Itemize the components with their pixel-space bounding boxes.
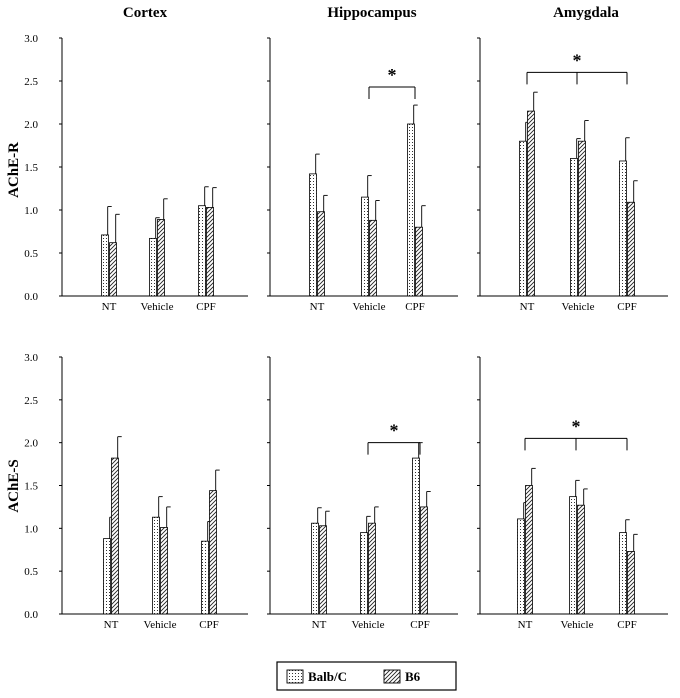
x-tick-label-vehicle: Vehicle	[352, 619, 385, 631]
bar-balb-c-nt	[311, 522, 319, 615]
y-tick-label: 2.0	[24, 438, 38, 450]
x-tick-label-cpf: CPF	[617, 619, 637, 631]
y-tick-label: 0.0	[24, 291, 38, 303]
bar-balb-c-vehicle	[569, 496, 577, 615]
y-tick-label: 2.5	[24, 395, 38, 407]
bar-b6-cpf	[420, 506, 428, 615]
bar-balb-c-cpf	[619, 532, 627, 615]
x-tick-label-cpf: CPF	[410, 619, 430, 631]
panel-cortex-ache-r: 0.0 0.5 1.0 1.5 2.0 2.5 3.0 NT Vehicle CPF	[24, 33, 248, 313]
row-label-ache-s: AChE-S	[6, 459, 22, 512]
panel-hippocampus-ache-r: NT Vehicle CPF *	[267, 37, 458, 313]
bar-b6-nt	[527, 110, 535, 297]
panel-hippocampus-ache-s: NT Vehicle CPF *	[267, 356, 458, 631]
bar-b6-cpf	[627, 201, 635, 297]
y-tick-label: 3.0	[24, 33, 38, 45]
y-tick-label: 3.0	[24, 352, 38, 364]
significance-asterisk: *	[573, 50, 582, 70]
significance-asterisk: *	[388, 65, 397, 85]
bar-b6-vehicle	[369, 219, 377, 297]
y-tick-label: 0.0	[24, 609, 38, 621]
legend-box	[276, 661, 457, 691]
bar-b6-nt	[111, 457, 119, 615]
column-title-cortex: Cortex	[123, 5, 168, 21]
x-tick-label-vehicle: Vehicle	[144, 619, 177, 631]
bar-balb-c-vehicle	[570, 157, 578, 297]
x-tick-label-nt: NT	[312, 619, 327, 631]
x-tick-label-cpf: CPF	[196, 301, 216, 313]
bar-b6-nt	[525, 485, 533, 615]
panel-amygdala-ache-s: NT Vehicle CPF *	[477, 356, 668, 631]
bar-balb-c-cpf	[198, 205, 206, 297]
significance-asterisk: *	[572, 416, 581, 436]
bar-balb-c-vehicle	[152, 516, 160, 615]
bar-b6-nt	[317, 211, 325, 297]
x-tick-label-nt: NT	[520, 301, 535, 313]
y-tick-label: 0.5	[24, 248, 38, 260]
bar-b6-vehicle	[157, 219, 165, 297]
x-tick-label-cpf: CPF	[617, 301, 637, 313]
x-tick-label-cpf: CPF	[405, 301, 425, 313]
bar-b6-cpf	[209, 490, 217, 615]
x-tick-label-vehicle: Vehicle	[353, 301, 386, 313]
bar-b6-vehicle	[160, 527, 168, 615]
legend: Balb/C B6	[276, 661, 457, 691]
x-tick-label-nt: NT	[518, 619, 533, 631]
bar-b6-vehicle	[578, 140, 586, 297]
y-tick-label: 0.5	[24, 566, 38, 578]
y-tick-label: 1.5	[24, 481, 38, 493]
bar-b6-vehicle	[368, 522, 376, 615]
y-tick-label: 1.0	[24, 205, 38, 217]
x-tick-label-cpf: CPF	[199, 619, 219, 631]
bar-balb-c-cpf	[407, 123, 415, 297]
bar-balb-c-nt	[103, 538, 111, 615]
x-tick-label-nt: NT	[310, 301, 325, 313]
bar-balb-c-nt	[517, 518, 525, 615]
bar-balb-c-cpf	[619, 160, 627, 297]
bar-balb-c-nt	[519, 140, 527, 297]
y-tick-label: 1.0	[24, 523, 38, 535]
bar-b6-cpf	[415, 226, 423, 297]
legend-label-balb-c: Balb/C	[308, 669, 347, 684]
bar-balb-c-cpf	[201, 540, 209, 615]
x-tick-label-nt: NT	[104, 619, 119, 631]
x-tick-label-vehicle: Vehicle	[561, 619, 594, 631]
panel-amygdala-ache-r: NT Vehicle CPF *	[477, 37, 668, 313]
x-tick-label-vehicle: Vehicle	[562, 301, 595, 313]
row-label-ache-r: AChE-R	[6, 142, 22, 198]
y-tick-label: 2.0	[24, 119, 38, 131]
bar-balb-c-cpf	[412, 457, 420, 615]
panel-cortex-ache-s: 0.0 0.5 1.0 1.5 2.0 2.5 3.0 NT Vehicle CPF	[24, 352, 248, 631]
bar-balb-c-nt	[101, 234, 109, 297]
bar-balb-c-vehicle	[361, 196, 369, 297]
column-title-amygdala: Amygdala	[553, 5, 619, 21]
bar-balb-c-vehicle	[149, 237, 157, 297]
significance-asterisk: *	[390, 421, 399, 441]
legend-label-b6: B6	[405, 669, 421, 684]
bar-balb-c-vehicle	[360, 532, 368, 615]
y-tick-label: 1.5	[24, 162, 38, 174]
bar-b6-cpf	[206, 207, 214, 297]
bar-b6-nt	[319, 525, 327, 615]
x-tick-label-vehicle: Vehicle	[141, 301, 174, 313]
y-tick-label: 2.5	[24, 76, 38, 88]
legend-swatch-b6	[383, 669, 401, 684]
bar-b6-cpf	[627, 551, 635, 615]
bar-b6-vehicle	[577, 504, 585, 615]
legend-swatch-balb-c	[286, 669, 304, 684]
column-title-hippocampus: Hippocampus	[327, 5, 416, 21]
bar-b6-nt	[109, 242, 117, 297]
bar-balb-c-nt	[309, 173, 317, 297]
x-tick-label-nt: NT	[102, 301, 117, 313]
